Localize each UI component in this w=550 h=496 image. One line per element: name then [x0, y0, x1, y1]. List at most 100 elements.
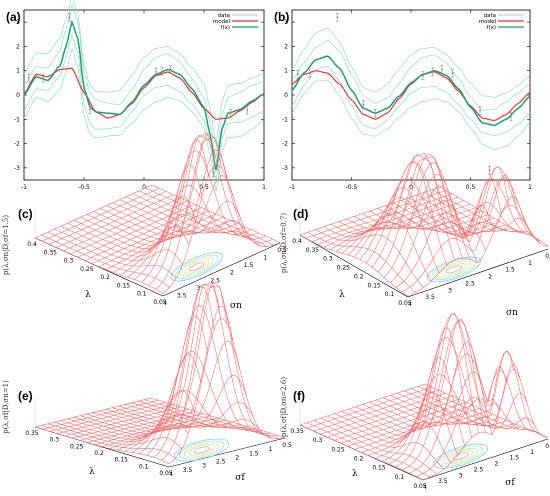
axis-sigma [422, 438, 549, 481]
lambda-tick-label: 0.2 [94, 450, 104, 457]
lambda-tick-label: 0.3 [313, 437, 323, 444]
surface-mesh-line [41, 425, 176, 459]
data-point [89, 108, 91, 111]
surface-mesh-line [146, 305, 263, 456]
contour-ring [441, 263, 467, 276]
lambda-axis-title: λ [85, 290, 91, 300]
surface-mesh-line [334, 399, 460, 441]
lambda-tick-label: 0.05 [413, 483, 427, 490]
surface-panel-2: 0.4 0.35 0.3 0.25 0.2 0.15 0.1 0.054 3.5 3 2.5 2 1.5… [2, 132, 287, 311]
sigma-tick-label: 1 [530, 449, 534, 456]
sigma-tick-label: 2.5 [216, 459, 226, 466]
lambda-axis-title: λ [89, 467, 95, 477]
sigma-tick-label: 2 [230, 270, 234, 277]
data-point [27, 77, 30, 79]
y-tick-label: -3 [282, 165, 288, 172]
legend-label: data [484, 13, 496, 19]
sigma-tick-label: 1.5 [510, 455, 520, 462]
data-point [422, 74, 424, 77]
data-point [68, 16, 71, 19]
surface-mesh-line [354, 408, 480, 450]
lambda-tick-label: 0.05 [153, 299, 167, 306]
surface-mesh-line [105, 216, 224, 270]
data-point [441, 68, 443, 71]
surface-mesh-line [161, 285, 278, 461]
surface-mesh-line [335, 207, 477, 252]
sigma-tick-label: 1 [269, 446, 273, 453]
surface-mesh-line [72, 408, 189, 439]
x-tick-label: -0.5 [346, 184, 358, 191]
surface-mesh-line [56, 194, 174, 248]
surface-mesh-line [124, 414, 241, 452]
lambda-tick-label: 0.35 [306, 247, 320, 254]
surface-mesh-line [64, 406, 181, 437]
lambda-tick-label: 0.35 [290, 428, 304, 435]
surface-mesh-line [407, 204, 549, 297]
surface-mesh-line [109, 419, 226, 449]
surface-mesh-line [57, 404, 174, 434]
surface-mesh-line [131, 390, 248, 453]
lambda-tick-label: 0.25 [70, 443, 84, 450]
sigma-tick-label: 3.5 [425, 294, 435, 301]
surface-mesh-line [134, 184, 252, 280]
y-tick-label: 2 [16, 43, 20, 50]
legend-label: f(x) [221, 25, 230, 31]
surface-mesh-line [63, 197, 181, 252]
contour-ring [175, 254, 219, 279]
sigma-tick-label: 1 [528, 260, 532, 267]
lambda-tick-label: 0.35 [44, 249, 58, 256]
sigma-tick-label: 0.5 [545, 443, 550, 450]
sigma-tick-label: 4 [169, 471, 173, 478]
sigma-tick-label: 4 [408, 301, 412, 308]
legend-label: data [218, 13, 230, 19]
contour-ring [178, 440, 225, 460]
surface-mesh-line [86, 134, 216, 243]
lambda-tick-label: 0.25 [331, 446, 345, 453]
surface-mesh-line [375, 405, 501, 459]
sigma-tick-label: 1 [263, 255, 267, 262]
data-point [374, 112, 377, 115]
sigma-tick-label: 3 [459, 472, 463, 479]
lambda-tick-label: 0.35 [25, 430, 39, 437]
surface-mesh-line [125, 404, 260, 430]
surface-panel-4: 0.350.30.250.20.150.10.0543.532.521.510.… [2, 282, 292, 483]
contour-ring [452, 452, 469, 461]
surface-mesh-line [91, 210, 210, 264]
axis-sigma [168, 437, 286, 468]
lambda-tick-label: 0.15 [372, 465, 386, 472]
data-point [246, 109, 249, 111]
data-point [336, 16, 339, 19]
lambda-tick-label: 0.15 [117, 282, 131, 289]
sigma-tick-label: 4 [423, 484, 427, 491]
surface-mesh-line [348, 327, 472, 438]
z-axis-title: p(λ,σn|D,σf=0.7) [280, 213, 288, 273]
contour-ring [170, 252, 223, 282]
surface-mesh-line [306, 386, 432, 429]
lambda-tick-label: 0.15 [367, 282, 381, 289]
surface-mesh-line [299, 186, 441, 236]
x-tick-label: 0.5 [199, 184, 209, 191]
lambda-tick-label: 0.4 [27, 241, 37, 248]
surface-mesh-line [347, 405, 473, 447]
surface-mesh-line [141, 150, 259, 283]
legend-label: model [213, 19, 231, 25]
sigma-tick-label: 1.5 [249, 450, 259, 457]
confidence-band-line [291, 65, 531, 136]
surface-mesh-line [70, 200, 188, 255]
y-tick-label: 0 [284, 92, 288, 99]
surface-mesh-line [98, 213, 217, 267]
lambda-tick-label: 0.1 [395, 474, 405, 481]
data-point [212, 171, 215, 174]
data-point [451, 72, 454, 75]
surface-mesh-line [327, 395, 453, 438]
contour-ring [184, 259, 210, 274]
contour-ring [193, 446, 210, 454]
data-point [510, 115, 512, 118]
data-point [431, 71, 434, 73]
series-model-line [23, 67, 265, 120]
sigma-tick-label: 0.5 [545, 253, 550, 260]
x-tick-label: 0.5 [466, 184, 476, 191]
data-point [362, 103, 365, 106]
sigma-tick-label: 1.5 [505, 267, 515, 274]
